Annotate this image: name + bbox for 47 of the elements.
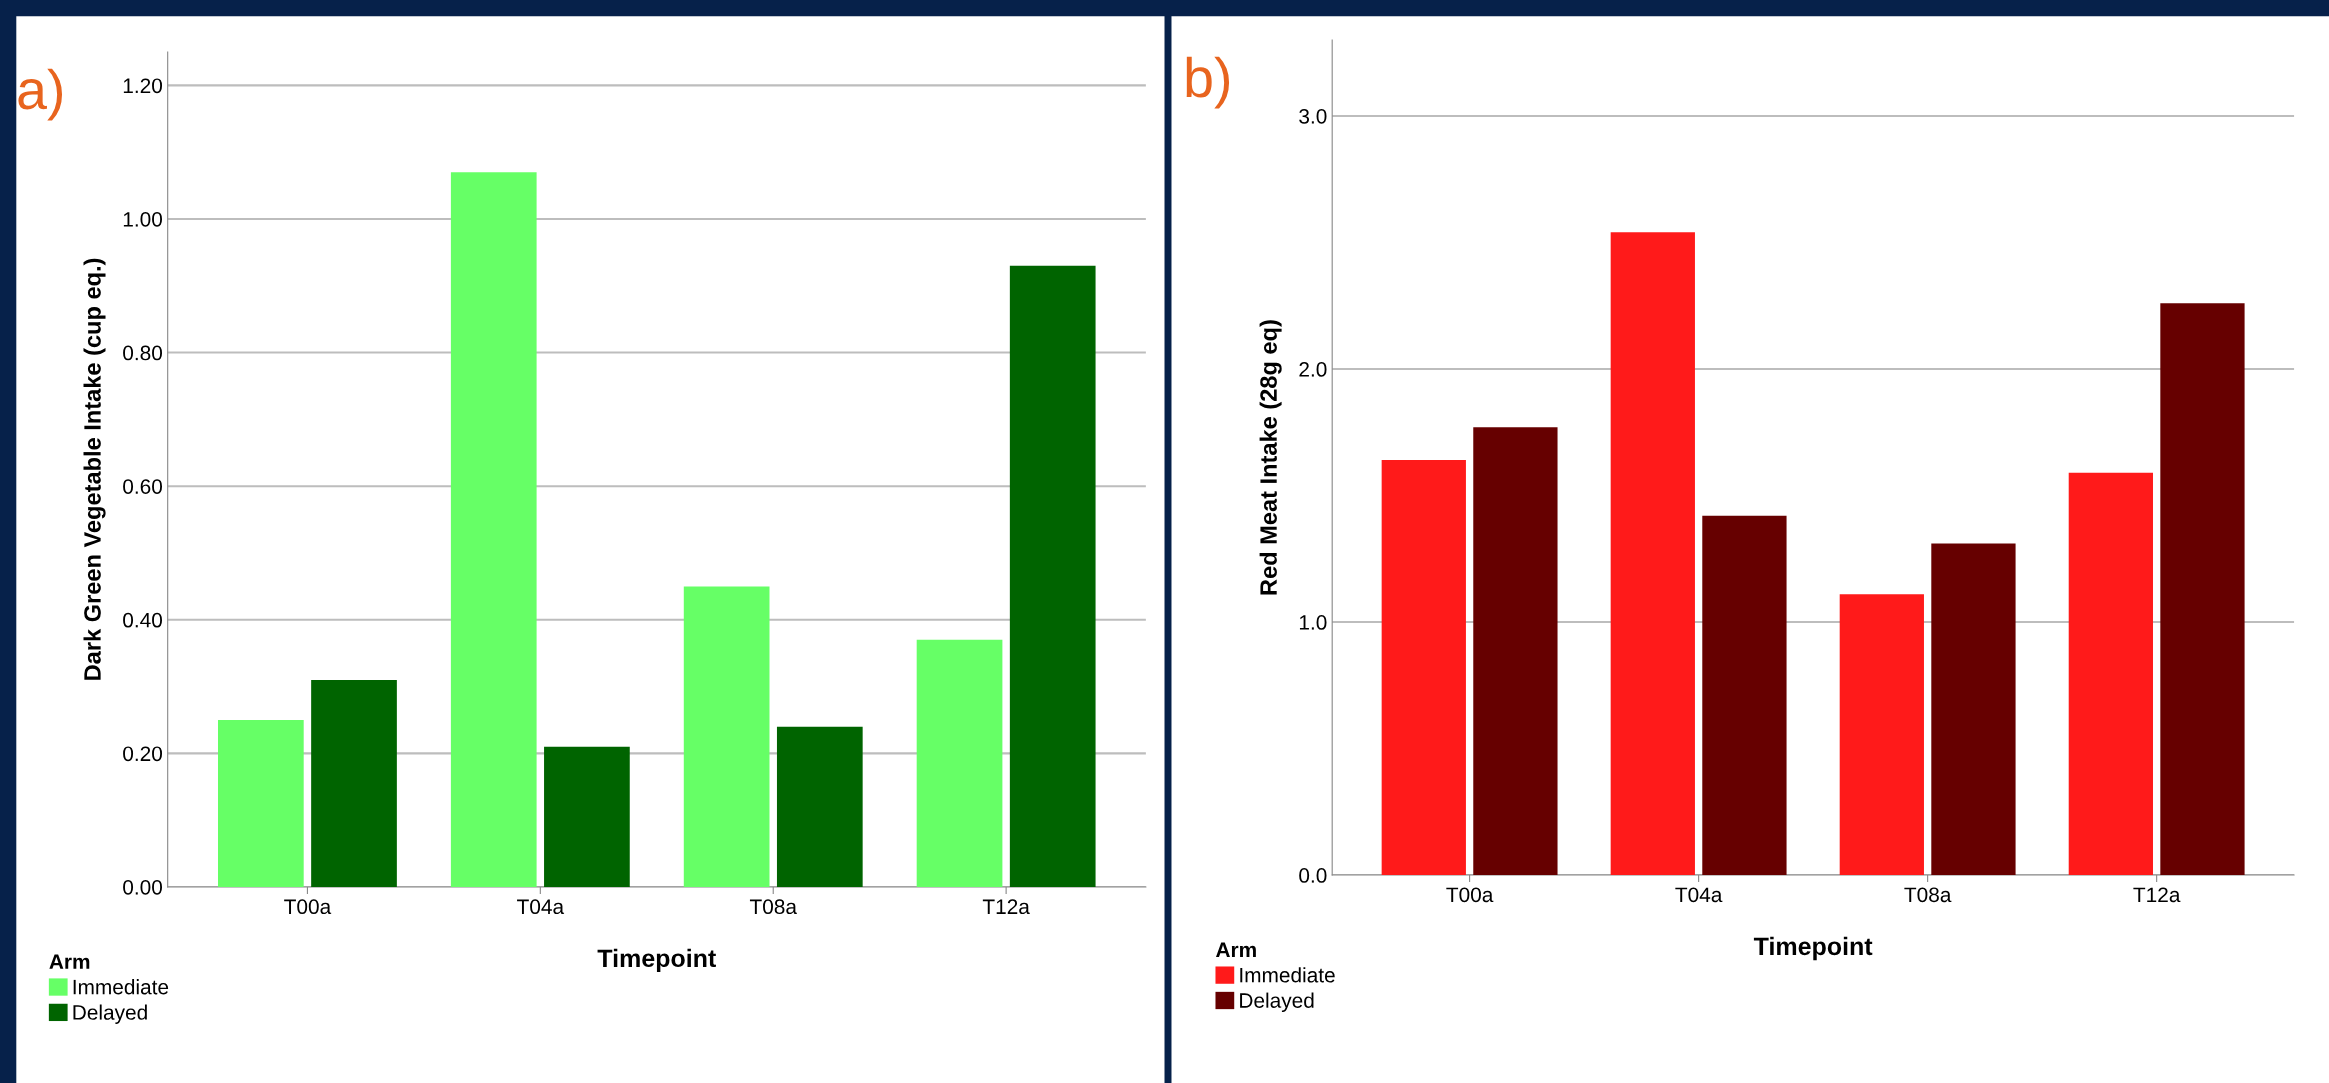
bar (544, 746, 630, 887)
bar (2160, 303, 2245, 876)
x-axis-title: Timepoint (1753, 936, 1873, 961)
bar (1839, 594, 1924, 876)
y-tick-label: 1.0 (1299, 615, 1327, 630)
bar (1931, 543, 2016, 876)
text: b) (1186, 56, 1230, 109)
bar (2068, 472, 2153, 876)
bar (776, 726, 863, 887)
x-tick-label: T12a (982, 899, 1030, 915)
y-tick-label: 0.20 (123, 746, 163, 762)
y-tick-label: 2.0 (1299, 362, 1327, 377)
y-tick-label: 0.60 (123, 479, 163, 494)
legend-label: Immediate (1240, 967, 1335, 983)
y-tick-label: 1.00 (123, 211, 163, 227)
bar (217, 719, 304, 887)
bar (1009, 265, 1096, 887)
y-tick-label: 3.0 (1299, 108, 1327, 124)
legend-label: Immediate (73, 979, 169, 995)
legend-title: Arm (1215, 942, 1256, 957)
bar (1702, 515, 1787, 876)
legend-label: Delayed (1240, 992, 1314, 1012)
bar (916, 639, 1003, 887)
x-tick-label: T08a (1904, 887, 1952, 903)
y-tick-label: 0.80 (123, 345, 163, 361)
legend-label: Delayed (73, 1004, 147, 1024)
x-tick-label: T08a (749, 899, 797, 915)
y-tick-label: 0.40 (123, 612, 163, 628)
x-axis-title: Timepoint (597, 948, 716, 973)
bar (1473, 427, 1558, 876)
x-tick-label: T00a (284, 899, 332, 915)
y-tick-label: 0.0 (1299, 868, 1327, 883)
y-tick-label: 1.20 (123, 78, 163, 94)
y-axis-title: Dark Green Vegetable Intake (cup eq.) (83, 258, 106, 680)
bar (683, 586, 770, 887)
text: a) (18, 68, 63, 121)
bar (1381, 460, 1466, 876)
legend-title: Arm (49, 954, 90, 969)
x-tick-label: T04a (1675, 887, 1723, 903)
y-axis-title: Red Meat Intake (28g eq) (1259, 320, 1282, 595)
x-tick-label: T04a (517, 899, 565, 915)
y-tick-label: 0.00 (123, 879, 163, 895)
x-tick-label: T12a (2133, 887, 2181, 903)
x-tick-label: T00a (1446, 887, 1494, 903)
bar (450, 172, 537, 887)
bar (311, 679, 397, 887)
bar (1610, 232, 1695, 876)
